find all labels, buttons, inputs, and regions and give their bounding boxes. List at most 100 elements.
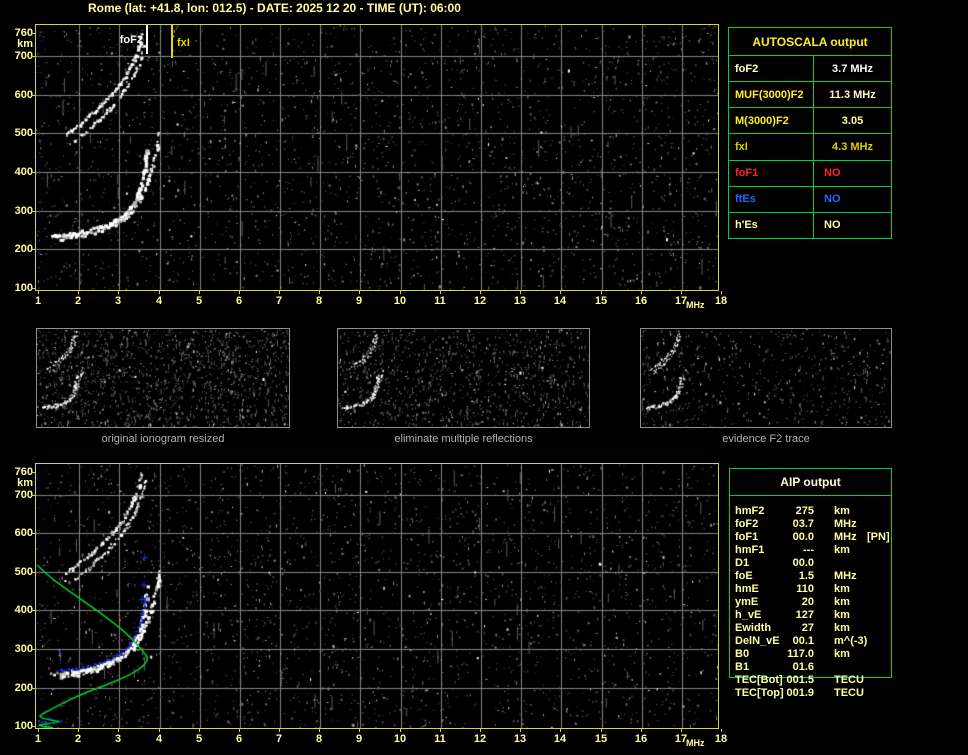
x-axis-tick-label: 10 [393, 295, 407, 307]
aip-row: TEC[Bot] 001.5 TECU [730, 674, 900, 687]
x-axis-tick-label: 11 [434, 295, 446, 307]
x-axis-tick-label: 16 [634, 295, 648, 307]
autoscala-row-label: fxI [729, 133, 813, 159]
panel-eliminate-canvas [338, 329, 589, 427]
x-axis-tick-mark [721, 291, 722, 294]
x-axis-tick-label: 6 [235, 733, 243, 745]
x-axis-tick-mark [319, 729, 320, 732]
y-axis-tick-label: 760 [14, 27, 33, 39]
autoscala-row-label: foF1 [729, 159, 813, 186]
x-axis-tick-mark [239, 291, 240, 294]
x-axis-tick-label: 10 [393, 733, 407, 745]
x-axis-tick-mark [118, 729, 119, 732]
y-axis-tick-label: 100 [14, 282, 33, 294]
y-axis-tick-label: 400 [14, 166, 33, 178]
y-axis-tick-mark [31, 688, 35, 689]
aip-row-label: DelN_vE [735, 635, 780, 647]
station-title: Rome (lat: +41.8, lon: 012.5) - DATE: 20… [88, 1, 461, 15]
aip-row-unit: km [834, 596, 850, 608]
aip-row-value: 1.5 [798, 570, 814, 582]
x-axis-tick-mark [560, 729, 561, 732]
x-axis-tick-label: 7 [275, 733, 283, 745]
x-axis-tick-label: 3 [114, 733, 122, 745]
panel-caption-original: original ionogram resized [101, 433, 225, 445]
aip-row-value: 127 [795, 609, 814, 621]
x-axis-tick-label: 6 [235, 295, 243, 307]
bottom-ionogram-canvas [36, 464, 718, 728]
x-axis-unit-label: MHz [686, 738, 705, 748]
y-axis-tick-mark [31, 33, 35, 34]
x-axis-tick-mark [239, 729, 240, 732]
aip-row: hmF1 --- km [730, 544, 900, 557]
y-axis-unit-label: km [17, 38, 33, 50]
y-axis-tick-label: 500 [14, 127, 33, 139]
x-axis-tick-label: 13 [513, 295, 527, 307]
y-axis-tick-label: 200 [14, 243, 33, 255]
aip-row: B0 117.0 km [730, 648, 900, 661]
aip-row-value: 03.7 [792, 518, 814, 530]
x-axis-tick-label: 1 [34, 733, 42, 745]
autoscala-row-value: 3.05 [813, 107, 891, 134]
aip-row-flag: [PN] [867, 531, 890, 543]
y-axis-tick-label: 760 [14, 466, 33, 478]
x-axis-tick-mark [560, 291, 561, 294]
aip-row-unit: TECU [834, 687, 864, 699]
aip-row-unit: km [834, 609, 850, 621]
aip-row-unit: km [834, 583, 850, 595]
x-axis-tick-label: 3 [114, 295, 122, 307]
aip-row: foF2 03.7 MHz [730, 518, 900, 531]
aip-row-label: hmF1 [735, 544, 765, 556]
x-axis-tick-label: 2 [74, 295, 82, 307]
processing-panel-eliminate [337, 328, 590, 428]
aip-row-value: --- [803, 544, 814, 556]
x-axis-tick-label: 18 [714, 733, 728, 745]
x-axis-tick-mark [520, 729, 521, 732]
y-axis-tick-label: 100 [14, 720, 33, 732]
y-axis-tick-label: 500 [14, 566, 33, 578]
x-axis-tick-label: 17 [674, 733, 688, 745]
y-axis-tick-label: 600 [14, 89, 33, 101]
processing-panel-evidence [640, 328, 892, 428]
x-axis-tick-label: 5 [195, 733, 203, 745]
autoscala-row-value: NO [813, 211, 891, 238]
x-axis-tick-mark [721, 729, 722, 732]
aip-row-label: Ewidth [735, 622, 772, 634]
aip-row-label: B1 [735, 661, 750, 673]
x-axis-tick-label: 17 [674, 295, 688, 307]
x-axis-tick-mark [319, 291, 320, 294]
autoscala-output-table: AUTOSCALA output foF2 3.7 MHz MUF(3000)F2 1… [728, 27, 892, 239]
y-axis-tick-mark [31, 288, 35, 289]
x-axis-tick-label: 8 [315, 733, 323, 745]
x-axis-tick-label: 13 [513, 733, 527, 745]
aip-row-unit: MHz [834, 531, 857, 543]
aip-row-unit: km [834, 648, 850, 660]
y-axis-tick-mark [31, 133, 35, 134]
x-axis-tick-label: 18 [714, 295, 728, 307]
panel-caption-evidence: evidence F2 trace [722, 433, 810, 445]
autoscala-row-value: 11.3 MHz [813, 81, 891, 108]
autoscala-row-label: h'Es [729, 211, 813, 238]
y-axis-tick-label: 700 [14, 50, 33, 62]
y-axis-tick-label: 200 [14, 682, 33, 694]
panel-caption-eliminate: eliminate multiple reflections [394, 433, 533, 445]
aip-row-label: foE [735, 570, 753, 582]
aip-row-label: D1 [735, 557, 750, 569]
x-axis-tick-mark [681, 291, 682, 294]
aip-row: hmF2 275 km [730, 505, 900, 518]
x-axis-tick-mark [601, 729, 602, 732]
x-axis-tick-label: 14 [553, 295, 567, 307]
top-ionogram-canvas [36, 25, 718, 290]
aip-row-unit: km [834, 622, 850, 634]
y-axis-tick-mark [31, 610, 35, 611]
x-axis-tick-label: 15 [594, 733, 608, 745]
aip-row-unit: m^(-3) [834, 635, 868, 647]
aip-row: B1 01.6 [730, 661, 900, 674]
autoscala-row-label: ftEs [729, 185, 813, 212]
aip-row-label: TEC[Bot] [735, 674, 783, 686]
autoscala-row-value: 3.7 MHz [813, 55, 891, 82]
x-axis-tick-mark [359, 291, 360, 294]
aip-row-label: B0 [735, 648, 750, 660]
x-axis-tick-label: 11 [434, 733, 446, 745]
x-axis-tick-mark [681, 729, 682, 732]
x-axis-tick-mark [520, 291, 521, 294]
